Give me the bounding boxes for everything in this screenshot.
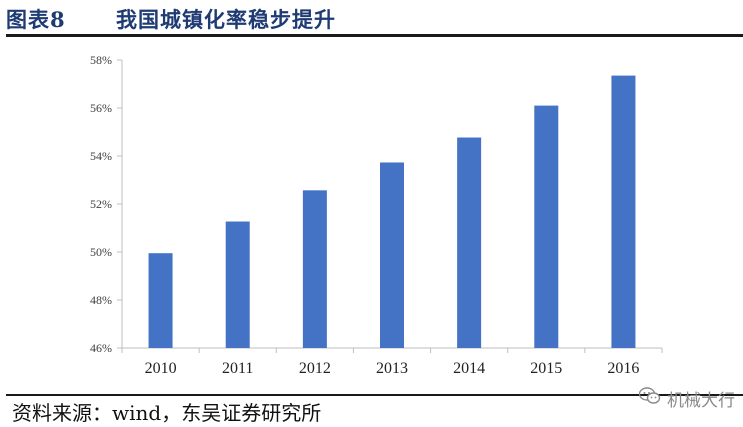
bar-chart: 46% 48% 50% 52% 54% 56% 58% 2010 2011 2012 2013 201…	[90, 53, 663, 377]
y-tick-label: 48%	[90, 293, 112, 307]
bottom-rule	[6, 394, 743, 396]
wechat-icon	[638, 387, 661, 410]
figure-title: 我国城镇化率稳步提升	[116, 7, 336, 32]
watermark-text: 机械大行	[667, 391, 735, 411]
y-tick-label: 54%	[90, 149, 112, 163]
x-tick-label: 2015	[530, 360, 562, 377]
y-tick-label: 56%	[90, 101, 112, 115]
bar-2011	[225, 221, 250, 348]
bar-2016	[611, 75, 636, 348]
y-tick-label: 58%	[90, 53, 112, 67]
watermark: 机械大行	[638, 386, 735, 411]
y-tick-label: 52%	[90, 197, 112, 211]
chart-area: 46% 48% 50% 52% 54% 56% 58% 2010 2011 2012 2013 201…	[0, 40, 743, 386]
bar-2014	[457, 137, 482, 348]
y-tick-label: 50%	[90, 245, 112, 259]
bar-2015	[534, 105, 559, 348]
bar-2012	[302, 190, 327, 348]
x-tick-label: 2010	[145, 360, 177, 377]
figure-label: 图表8	[6, 7, 66, 32]
x-tick-label: 2014	[453, 360, 485, 377]
source-note: 资料来源：wind，东吴证券研究所	[12, 401, 322, 425]
y-tick-label: 46%	[90, 341, 112, 355]
x-tick-label: 2016	[607, 360, 639, 377]
bar-2013	[380, 162, 404, 348]
bar-2010	[148, 253, 173, 348]
x-tick-label: 2011	[222, 360, 253, 377]
figure-header: 图表8 我国城镇化率稳步提升	[0, 0, 743, 36]
x-tick-label: 2012	[299, 360, 331, 377]
x-tick-label: 2013	[376, 360, 408, 377]
top-rule	[6, 34, 743, 37]
